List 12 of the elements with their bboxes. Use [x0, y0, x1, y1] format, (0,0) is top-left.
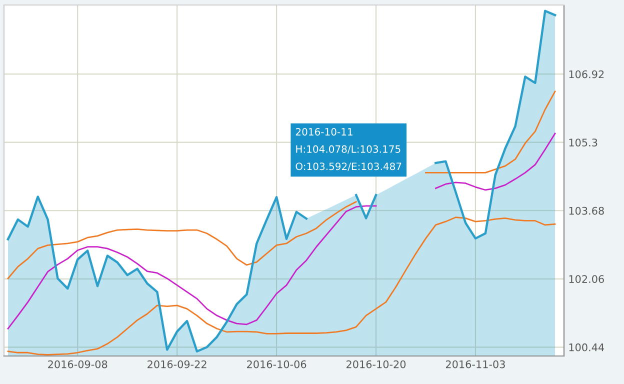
- x-tick-label: 2016-11-03: [446, 360, 505, 368]
- x-tick-label: 2016-10-20: [346, 360, 406, 368]
- y-tick-label: 103.68: [569, 206, 604, 215]
- y-tick-label: 105.3: [569, 138, 598, 146]
- x-tick-label: 2016-10-06: [247, 360, 306, 368]
- y-tick-label: 106.92: [569, 70, 604, 78]
- x-tick-label: 2016-09-22: [148, 360, 206, 368]
- line-series: [7, 216, 556, 356]
- y-tick-label: 100.44: [569, 343, 604, 352]
- annotation: 2016-10-11 H:104.078/L:103.175 O:103.592/E:103.487: [296, 128, 402, 171]
- y-tick-label: 102.06: [569, 275, 604, 283]
- x-tick-label: 2016-09-08: [48, 360, 108, 368]
